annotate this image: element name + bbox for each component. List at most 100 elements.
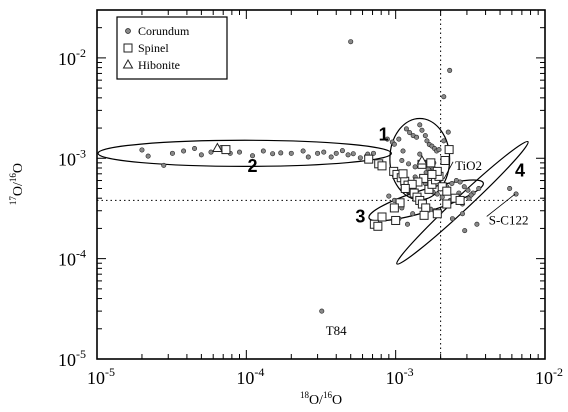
y-tick-label: 10-4	[58, 247, 86, 270]
spinel-point	[395, 198, 405, 208]
corundum-point	[260, 148, 266, 154]
group-ellipse-2	[97, 139, 392, 167]
spinel-point	[421, 203, 431, 213]
hibonite-point	[416, 154, 428, 165]
spinel-point	[400, 183, 410, 193]
y-tick-label: 10-5	[58, 347, 86, 370]
corundum-point	[348, 39, 354, 45]
corundum-point	[445, 129, 451, 135]
spinel-point	[398, 169, 408, 179]
corundum-point	[507, 185, 513, 191]
corundum-point	[417, 122, 423, 128]
legend-spinel-marker	[123, 43, 133, 53]
x-tick-label: 10-3	[386, 365, 414, 388]
corundum-point	[345, 152, 351, 158]
corundum-point	[139, 147, 145, 153]
hibonite-point	[212, 142, 223, 153]
corundum-point	[198, 152, 204, 158]
group-label-1: 1	[379, 125, 389, 145]
corundum-point	[417, 151, 423, 157]
spinel-point	[455, 195, 465, 205]
annotation-leader	[443, 161, 454, 180]
spinel-point	[419, 210, 429, 220]
axis-ticks	[96, 9, 546, 360]
x-tick-label: 10-2	[535, 365, 563, 388]
corundum-point	[333, 150, 339, 156]
legend-corundum-label: Corundum	[138, 24, 190, 38]
corundum-point	[439, 194, 445, 200]
corundum-point	[474, 221, 480, 227]
legend-hibonite-label: Hibonite	[138, 58, 180, 72]
spinel-point	[377, 212, 387, 222]
corundum-point	[441, 94, 447, 100]
corundum-point	[288, 150, 294, 156]
corundum-point	[407, 130, 413, 136]
corundum-point	[339, 148, 345, 154]
corundum-point	[208, 149, 214, 155]
data-marks	[139, 39, 519, 314]
group-label-2: 2	[248, 156, 258, 176]
corundum-point	[386, 193, 392, 199]
spinel-point	[364, 154, 374, 164]
corundum-point	[396, 136, 402, 142]
plot-frame	[96, 9, 546, 360]
spinel-point	[391, 215, 401, 225]
y-tick-label: 10-2	[58, 46, 86, 69]
spinel-point	[444, 145, 454, 155]
corundum-point	[161, 162, 167, 168]
annotation-t84: T84	[326, 323, 347, 338]
corundum-point	[461, 184, 467, 190]
corundum-point	[419, 127, 425, 133]
spinel-point	[442, 199, 452, 209]
text-labels: 10-5 10-4 10-3 10-2 10-5 10-4 10-3 10-2 1 2 3 4 TiO2…	[58, 46, 563, 388]
corundum-point	[192, 146, 198, 152]
corundum-point	[391, 141, 397, 147]
corundum-point	[403, 126, 409, 132]
annotation-leader	[486, 193, 516, 217]
corundum-point	[462, 228, 468, 234]
legend-spinel-label: Spinel	[138, 41, 169, 55]
corundum-point	[465, 187, 471, 193]
corundum-point	[468, 192, 474, 198]
corundum-point	[436, 147, 442, 153]
corundum-point	[414, 134, 420, 140]
spinel-point	[427, 169, 437, 179]
legend-hibonite-marker	[122, 58, 134, 69]
y-axis-label: 17O/16O	[8, 163, 26, 205]
spinel-point	[426, 158, 436, 168]
corundum-point	[169, 150, 175, 156]
corundum-point	[457, 179, 463, 185]
corundum-point	[400, 148, 406, 154]
legend: Corundum Spinel Hibonite	[116, 16, 228, 80]
annotation-s-c122: S-C122	[489, 212, 529, 227]
corundum-point	[422, 133, 428, 139]
spinel-point	[221, 145, 231, 155]
corundum-point	[459, 211, 465, 217]
corundum-point	[410, 211, 416, 217]
corundum-point	[237, 149, 243, 155]
corundum-point	[434, 191, 440, 197]
corundum-point	[447, 67, 453, 73]
corundum-point	[399, 157, 405, 163]
corundum-point	[476, 185, 482, 191]
corundum-point	[357, 155, 363, 161]
corundum-point	[181, 148, 187, 154]
y-tick-label: 10-3	[58, 146, 86, 169]
corundum-point	[449, 216, 455, 222]
corundum-point	[305, 154, 311, 160]
legend-corundum-marker	[125, 28, 131, 34]
corundum-point	[350, 151, 356, 157]
corundum-point	[449, 181, 455, 187]
corundum-point	[513, 191, 519, 197]
group-label-3: 3	[355, 206, 365, 226]
corundum-point	[424, 138, 430, 144]
corundum-point	[321, 149, 327, 155]
spinel-point	[389, 203, 399, 213]
legend-box	[116, 16, 228, 80]
corundum-point	[270, 151, 276, 157]
spinel-point	[442, 186, 452, 196]
group-ellipses	[97, 117, 529, 265]
corundum-point	[300, 148, 306, 154]
annotation-tio2: TiO2	[455, 158, 482, 173]
